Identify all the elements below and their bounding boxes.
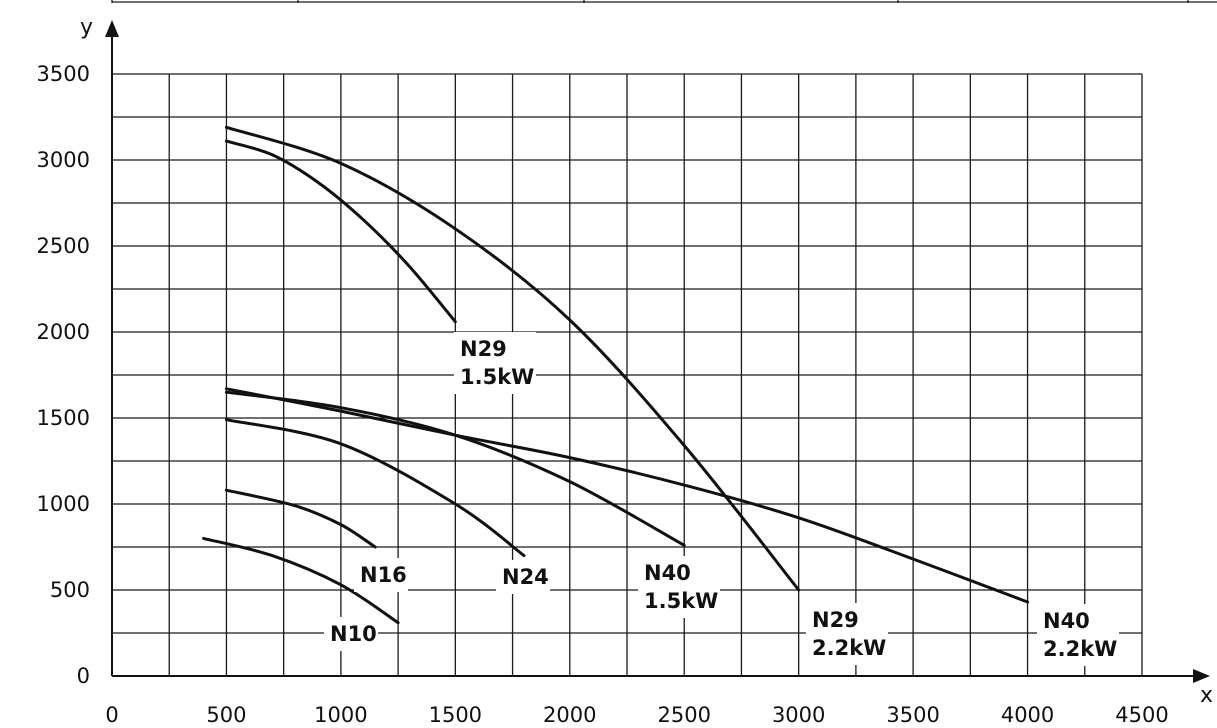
x-tick-label: 2000 [543,703,596,727]
curve-n29-22 [224,125,801,592]
curve-label-line: N40 [644,561,691,585]
curve-label-line: N29 [812,608,859,632]
curve-n16 [224,488,377,549]
y-axis-arrow [105,20,119,37]
curve-label-line: N24 [502,565,549,589]
curve-label-n40-22: N40 2.2kW [1037,604,1119,666]
curve-label-line: 1.5kW [644,589,718,613]
curve-label-n24: N24 [496,560,550,594]
curve-n10 [202,536,400,625]
curve-label-background [638,556,720,618]
y-tick-labels: 0 500 1000 1500 2000 2500 3000 3500 [37,62,90,688]
x-tick-label: 3000 [772,703,825,727]
curve-label-background [324,617,378,651]
curve-label-background [1037,604,1119,666]
x-tick-label: 2500 [657,703,710,727]
curve-label-n40-15: N40 1.5kW [638,556,720,618]
y-tick-label: 3500 [37,62,90,86]
curve-n40-22 [224,387,1030,604]
y-tick-label: 500 [50,578,90,602]
curve-label-line: 1.5kW [460,365,534,389]
curve-label-n29-22: N29 2.2kW [806,603,888,665]
y-axis-label: y [80,15,93,40]
curve-label-n16: N16 [354,558,408,592]
x-axis-label: x [1200,683,1213,708]
curve-label-background [496,560,550,594]
curve-label-background [454,332,536,394]
curve-label-n29-15: N29 1.5kW [454,332,536,394]
y-tick-label: 3000 [37,148,90,172]
curve-label-line: N16 [360,563,407,587]
x-tick-label: 4000 [1001,703,1054,727]
axes: x y [80,15,1213,708]
curve-label-line: 2.2kW [1043,637,1117,661]
x-tick-label: 1500 [429,703,482,727]
curve-label-line: 2.2kW [812,636,886,660]
x-tick-label: 4500 [1115,703,1168,727]
curve-label-line: N10 [330,622,377,646]
curve-labels: N10 N16 N24 N40 1.5kW N40 2.2kW N29 1.5kW N29 2.2k… [324,332,1119,666]
x-axis-arrow [1193,669,1210,683]
x-tick-label: 3500 [886,703,939,727]
curve-n29-15 [224,139,457,324]
x-tick-labels: 0 500 1000 1500 2000 2500 3000 3500 4000 4500 [105,703,1168,727]
x-tick-label: 0 [105,703,118,727]
curves [202,125,1030,625]
y-tick-label: 2000 [37,320,90,344]
x-tick-label: 500 [206,703,246,727]
y-tick-label: 1500 [37,406,90,430]
curve-n24 [224,418,526,558]
y-tick-label: 0 [77,664,90,688]
curve-label-background [354,558,408,592]
y-tick-label: 1000 [37,492,90,516]
y-tick-label: 2500 [37,234,90,258]
curve-label-line: N40 [1043,609,1090,633]
top-strip [111,0,1217,3]
curve-label-n10: N10 [324,617,378,651]
x-tick-label: 1000 [314,703,367,727]
curve-label-background [806,603,888,665]
curve-label-line: N29 [460,337,507,361]
